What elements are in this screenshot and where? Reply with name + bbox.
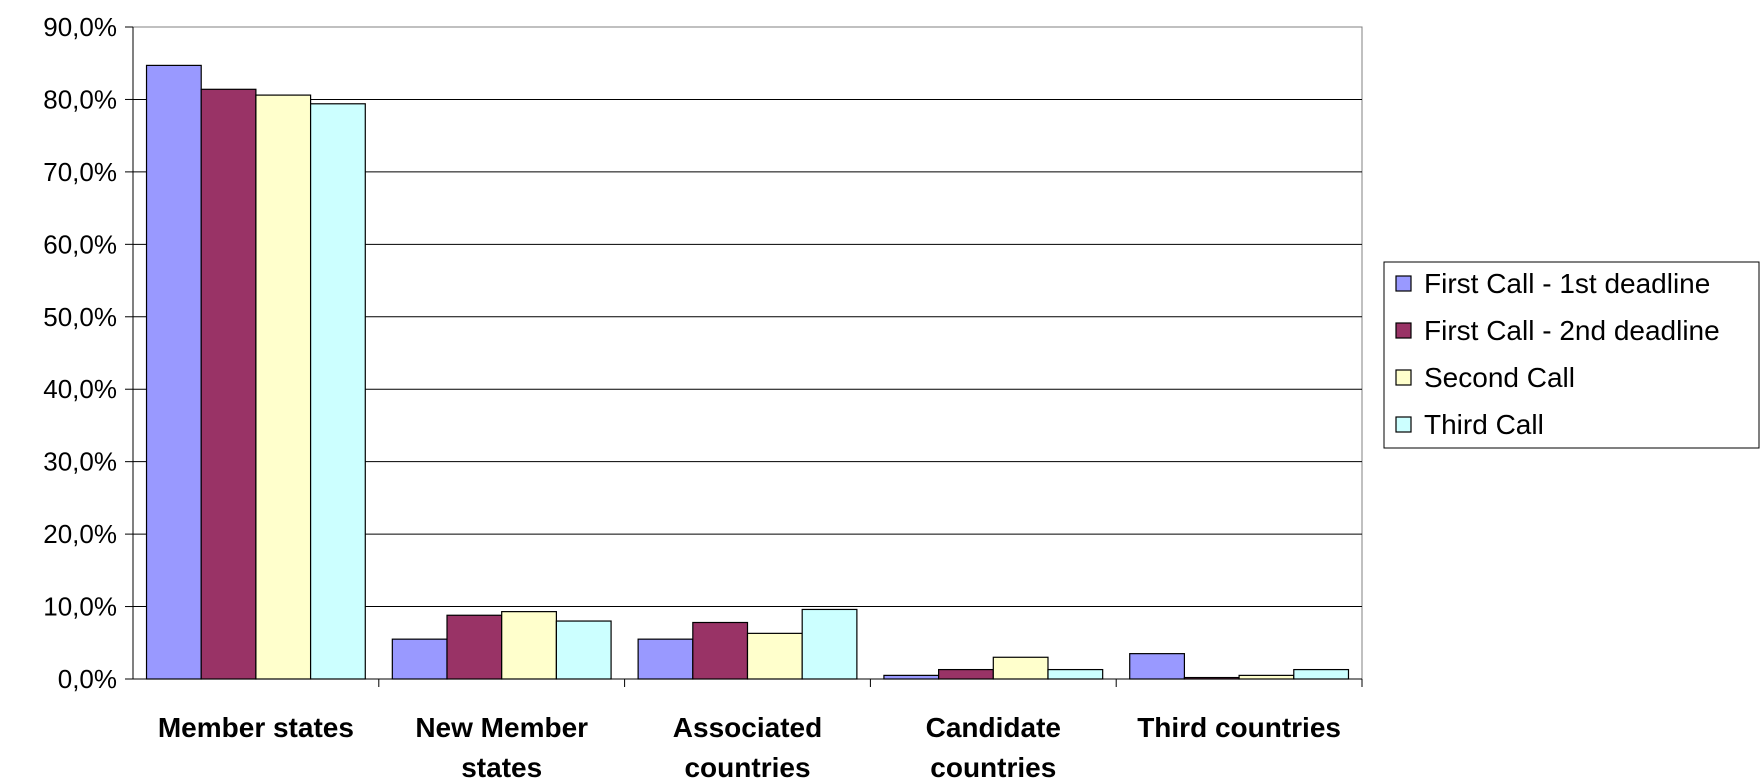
bar — [801, 608, 858, 680]
axes — [125, 26, 1363, 687]
bar — [446, 614, 503, 680]
y-tick-label: 50,0% — [43, 302, 117, 332]
y-tick-label: 30,0% — [43, 447, 117, 477]
category-label: Member states — [158, 712, 354, 743]
bar — [938, 668, 994, 680]
legend-label: Third Call — [1424, 409, 1544, 440]
legend-swatch — [1395, 275, 1412, 292]
bar — [1129, 653, 1186, 680]
category-label: Third countries — [1137, 712, 1341, 743]
legend-swatch — [1395, 369, 1412, 386]
bar — [1238, 674, 1295, 680]
bar — [992, 656, 1049, 680]
bar — [501, 611, 557, 680]
y-tick-labels: 0,0% 10,0% 20,0% 30,0% 40,0% 50,0% 60,0% 70,0% 8… — [43, 12, 117, 694]
legend-label: First Call - 1st deadline — [1424, 268, 1710, 299]
bar — [255, 94, 312, 680]
legend-label: Second Call — [1424, 362, 1575, 393]
bar — [145, 64, 202, 680]
bar — [555, 620, 612, 680]
legend-box — [1383, 261, 1760, 449]
bar — [391, 638, 448, 680]
category-label: New Member states — [415, 712, 588, 783]
y-tick-label: 70,0% — [43, 157, 117, 187]
y-tick-label: 90,0% — [43, 12, 117, 42]
category-label: Associated countries — [673, 712, 822, 783]
legend-swatch — [1395, 416, 1412, 433]
bar — [746, 632, 803, 680]
bars — [145, 64, 1350, 680]
y-tick-label: 80,0% — [43, 84, 117, 114]
bar — [200, 88, 257, 680]
bar — [883, 674, 940, 680]
y-tick-label: 60,0% — [43, 229, 117, 259]
y-tick-label: 0,0% — [58, 664, 117, 694]
category-label: Candidate countries — [926, 712, 1061, 783]
legend: First Call - 1st deadline First Call - 2n… — [1383, 261, 1760, 449]
y-tick-label: 40,0% — [43, 374, 117, 404]
bar — [637, 638, 694, 680]
y-tick-label: 20,0% — [43, 519, 117, 549]
bar — [692, 621, 749, 680]
y-tick-label: 10,0% — [43, 592, 117, 622]
category-labels: Member states New Member states Associated c… — [158, 712, 1341, 783]
legend-label: First Call - 2nd deadline — [1424, 315, 1720, 346]
legend-swatch — [1395, 322, 1412, 339]
bar — [309, 103, 366, 680]
bar — [1047, 668, 1104, 680]
bar — [1293, 668, 1350, 680]
